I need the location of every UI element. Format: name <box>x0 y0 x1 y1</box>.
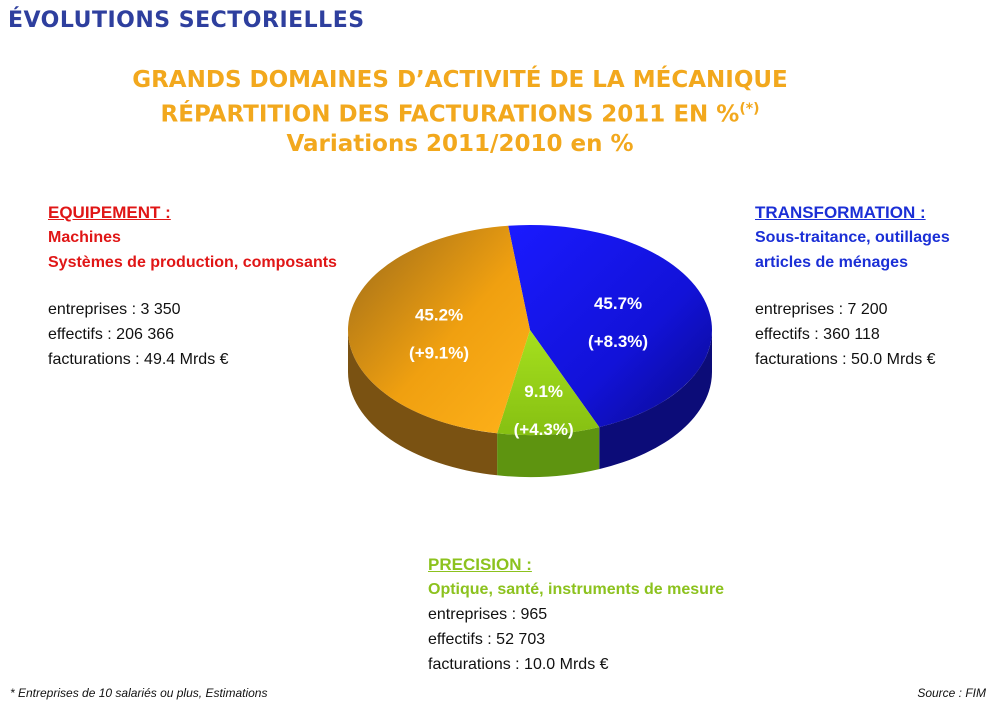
transformation-entreprises: entreprises : 7 200 <box>755 301 888 318</box>
equipement-facturations: facturations : 49.4 Mrds € <box>48 351 229 368</box>
pie-side-precision <box>497 427 600 477</box>
pie-slice-precision <box>497 330 600 435</box>
transformation-effectifs: effectifs : 360 118 <box>755 326 880 343</box>
precision-facturations: facturations : 10.0 Mrds € <box>428 656 609 673</box>
precision-sub1: Optique, santé, instruments de mesure <box>428 581 725 598</box>
pie-variation-label-transformation: (+8.3%) <box>588 332 648 351</box>
chart-subtitle: Variations 2011/2010 en % <box>286 130 634 157</box>
transformation-heading: TRANSFORMATION : <box>755 203 926 222</box>
transformation-facturations: facturations : 50.0 Mrds € <box>755 351 936 368</box>
precision-block: PRECISION : Optique, santé, instruments … <box>428 552 724 677</box>
precision-heading: PRECISION : <box>428 555 532 574</box>
equipement-heading: EQUIPEMENT : <box>48 203 171 222</box>
equipement-block: EQUIPEMENT : Machines Systèmes de produc… <box>48 200 337 372</box>
precision-entreprises: entreprises : 965 <box>428 606 548 623</box>
section-title: ÉVOLUTIONS SECTORIELLES <box>8 8 365 33</box>
pie-labels: 45.7% (+8.3%) 9.1% (+4.3%) 45.2% (+9.1%) <box>409 294 648 439</box>
precision-effectifs: effectifs : 52 703 <box>428 631 546 648</box>
equipement-effectifs: effectifs : 206 366 <box>48 326 175 343</box>
equipement-sub2: Systèmes de production, composants <box>48 254 337 271</box>
equipement-sub1: Machines <box>48 229 121 246</box>
footnote: * Entreprises de 10 salariés ou plus, Es… <box>10 686 268 700</box>
chart-title-line2: RÉPARTITION DES FACTURATIONS 2011 EN %(*… <box>0 95 920 130</box>
pie-value-label-equipement: 45.2% <box>415 305 463 324</box>
pie-side-equipement <box>348 330 498 476</box>
pie-value-label-transformation: 45.7% <box>594 294 642 313</box>
transformation-sub2: articles de ménages <box>755 254 908 271</box>
pie-slice-transformation <box>508 225 712 428</box>
chart-title: GRANDS DOMAINES D’ACTIVITÉ DE LA MÉCANIQ… <box>0 66 920 159</box>
chart-title-note: (*) <box>739 101 760 117</box>
pie-tops <box>347 225 712 435</box>
pie-variation-label-precision: (+4.3%) <box>514 420 574 439</box>
pie-sides <box>348 330 712 477</box>
equipement-entreprises: entreprises : 3 350 <box>48 301 181 318</box>
transformation-block: TRANSFORMATION : Sous-traitance, outilla… <box>755 200 950 372</box>
chart-title-line2-text: RÉPARTITION DES FACTURATIONS 2011 EN % <box>160 101 740 128</box>
chart-title-line1: GRANDS DOMAINES D’ACTIVITÉ DE LA MÉCANIQ… <box>132 67 788 93</box>
pie-value-label-precision: 9.1% <box>524 382 563 401</box>
transformation-sub1: Sous-traitance, outillages <box>755 229 950 246</box>
pie-variation-label-equipement: (+9.1%) <box>409 343 469 362</box>
pie-side-transformation <box>599 330 712 470</box>
source-note: Source : FIM <box>917 686 986 700</box>
pie-slice-equipement <box>347 225 530 434</box>
pie-chart: 45.7% (+8.3%) 9.1% (+4.3%) 45.2% (+9.1%) <box>347 225 712 477</box>
